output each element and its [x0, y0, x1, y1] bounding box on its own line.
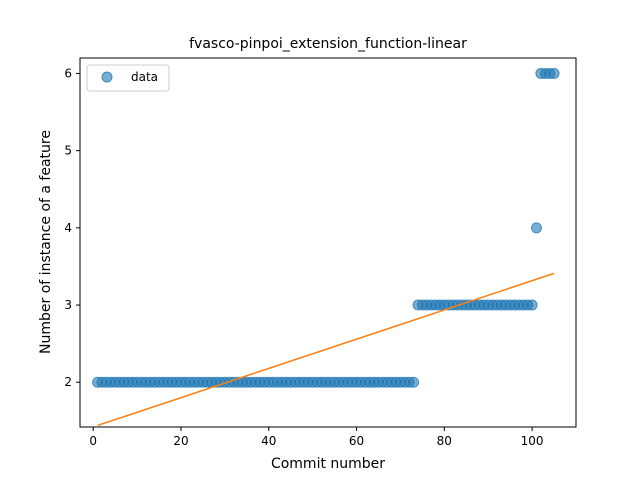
data-point [408, 376, 420, 388]
y-tick-label: 6 [64, 66, 72, 80]
x-tick-label: 100 [521, 434, 544, 448]
chart-title: fvasco-pinpoi_extension_function-linear [189, 36, 467, 52]
y-tick-label: 2 [64, 375, 72, 389]
x-tick-label: 60 [349, 434, 364, 448]
legend-box [86, 64, 170, 92]
y-axis-label: Number of instance of a feature [38, 130, 54, 354]
x-tick-label: 20 [173, 434, 188, 448]
data-point [548, 67, 560, 79]
x-tick-label: 40 [261, 434, 276, 448]
plot-area [92, 67, 560, 427]
legend-label-data: data [131, 70, 158, 84]
x-axis-label: Commit number [271, 456, 385, 472]
legend-marker [101, 71, 113, 83]
legend: data [86, 64, 170, 92]
y-tick-label: 4 [64, 221, 72, 235]
x-tick-label: 80 [437, 434, 452, 448]
x-tick-label: 0 [89, 434, 97, 448]
y-tick-label: 5 [64, 144, 72, 158]
y-tick-label: 3 [64, 298, 72, 312]
y-axis: 2 3 4 5 6 [64, 66, 80, 389]
axes-frame [79, 57, 577, 428]
data-point [531, 222, 542, 234]
data-point [526, 299, 538, 311]
fit-line [97, 272, 555, 427]
x-axis: 0 20 40 60 80 100 [89, 427, 544, 448]
